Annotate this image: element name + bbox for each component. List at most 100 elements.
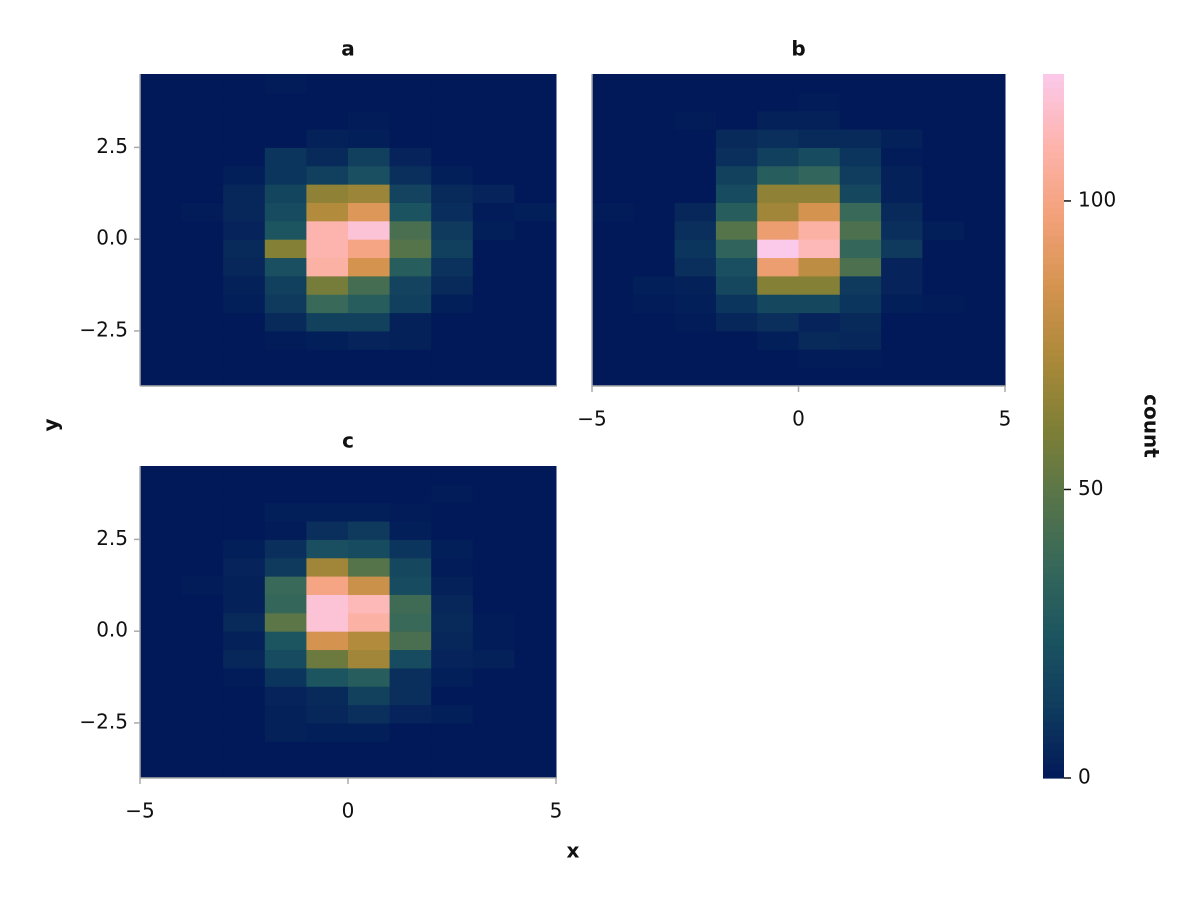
heatmap-cell <box>674 349 717 369</box>
heatmap-cell <box>757 220 799 240</box>
heatmap-cell <box>592 367 634 387</box>
heatmap-cell <box>963 74 1006 93</box>
heatmap-cell <box>140 110 183 130</box>
heatmap-cell <box>264 330 307 350</box>
heatmap-cell <box>881 202 923 222</box>
heatmap-cell <box>633 330 676 350</box>
heatmap-cell <box>223 741 266 761</box>
heatmap-cell <box>472 704 515 724</box>
colorbar-segment <box>1043 707 1064 716</box>
heatmap-cell <box>389 312 432 332</box>
heatmap-cell <box>140 92 183 112</box>
heatmap-cell <box>140 759 183 779</box>
colorbar-segment <box>1043 404 1064 413</box>
heatmap-cell <box>264 92 307 112</box>
heatmap-cell <box>757 367 799 387</box>
heatmap-cell <box>514 312 557 332</box>
heatmap-cell <box>963 349 1006 369</box>
heatmap-cell <box>963 110 1006 130</box>
heatmap-cell <box>592 257 634 277</box>
colorbar-segment <box>1043 292 1064 300</box>
heatmap-cell <box>306 220 349 240</box>
heatmap-cell <box>674 367 717 387</box>
heatmap-cell <box>514 594 557 614</box>
heatmap-cell <box>389 576 432 595</box>
heatmap-cell <box>223 312 266 332</box>
heatmap-cell <box>348 667 391 687</box>
heatmap-cell <box>181 686 224 706</box>
colorbar-segment <box>1043 109 1064 117</box>
heatmap-cell <box>223 484 266 504</box>
heatmap-cell <box>431 686 474 706</box>
heatmap-cell <box>633 239 676 259</box>
heatmap-cell <box>633 367 676 387</box>
heatmap-cell <box>472 521 515 540</box>
heatmap-cell <box>389 539 432 559</box>
heatmap-cell <box>223 502 266 522</box>
heatmap-cell <box>140 722 183 742</box>
colorbar-segment <box>1043 489 1064 497</box>
heatmap-cell <box>264 557 307 577</box>
colorbar-segment <box>1043 454 1064 462</box>
heatmap-cell <box>348 202 391 222</box>
heatmap-cell <box>963 367 1006 387</box>
heatmap-cell <box>922 129 965 148</box>
heatmap-cell <box>514 349 557 369</box>
colorbar-segment <box>1043 369 1064 378</box>
heatmap-cell <box>715 110 758 130</box>
colorbar-segment <box>1043 679 1064 688</box>
colorbar-segment <box>1043 623 1064 631</box>
colorbar-segment <box>1043 397 1064 406</box>
heatmap-cell <box>592 110 634 130</box>
colorbar-segment <box>1043 264 1064 272</box>
heatmap-cell <box>389 147 432 167</box>
heatmap-cell <box>348 759 391 779</box>
heatmap-cell <box>674 275 717 295</box>
heatmap-cell <box>798 110 841 130</box>
heatmap-cell <box>472 649 515 669</box>
y-tick-label: −2.5 <box>79 317 128 341</box>
heatmap-cell <box>798 367 841 387</box>
heatmap-cell <box>881 330 923 350</box>
heatmap-cell <box>348 521 391 540</box>
colorbar-segment <box>1043 700 1064 709</box>
heatmap-cell <box>223 330 266 350</box>
heatmap-cell <box>839 257 882 277</box>
heatmap-cell <box>592 92 634 112</box>
heatmap-cell <box>674 110 717 130</box>
heatmap-cell <box>431 92 474 112</box>
heatmap-cell <box>306 521 349 540</box>
heatmap-cell <box>140 612 183 632</box>
heatmap-cell <box>181 312 224 332</box>
heatmap-cell <box>264 759 307 779</box>
colorbar-segment <box>1043 735 1064 744</box>
heatmap-cell <box>431 74 474 93</box>
heatmap-cell <box>798 147 841 167</box>
heatmap-cell <box>348 92 391 112</box>
heatmap-cell <box>264 129 307 148</box>
colorbar-segment <box>1043 285 1064 293</box>
heatmap-cell <box>348 367 391 387</box>
heatmap-cell <box>798 349 841 369</box>
heatmap-cell <box>839 184 882 203</box>
heatmap-cell <box>592 239 634 259</box>
heatmap-cell <box>348 741 391 761</box>
heatmap-cell <box>431 539 474 559</box>
heatmap-cell <box>306 502 349 522</box>
heatmap-cell <box>472 202 515 222</box>
heatmap-cell <box>264 466 307 485</box>
heatmap-cell <box>223 239 266 259</box>
heatmap-cell <box>389 92 432 112</box>
heatmap-cell <box>514 330 557 350</box>
y-tick-label: 2.5 <box>96 526 128 550</box>
heatmap-cell <box>264 667 307 687</box>
heatmap-cell <box>348 129 391 148</box>
heatmap-cell <box>514 722 557 742</box>
heatmap-cell <box>715 165 758 185</box>
colorbar-segment <box>1043 566 1064 575</box>
heatmap-cell <box>181 202 224 222</box>
heatmap-cell <box>140 184 183 203</box>
heatmap-cell <box>715 349 758 369</box>
heatmap-cell <box>757 330 799 350</box>
